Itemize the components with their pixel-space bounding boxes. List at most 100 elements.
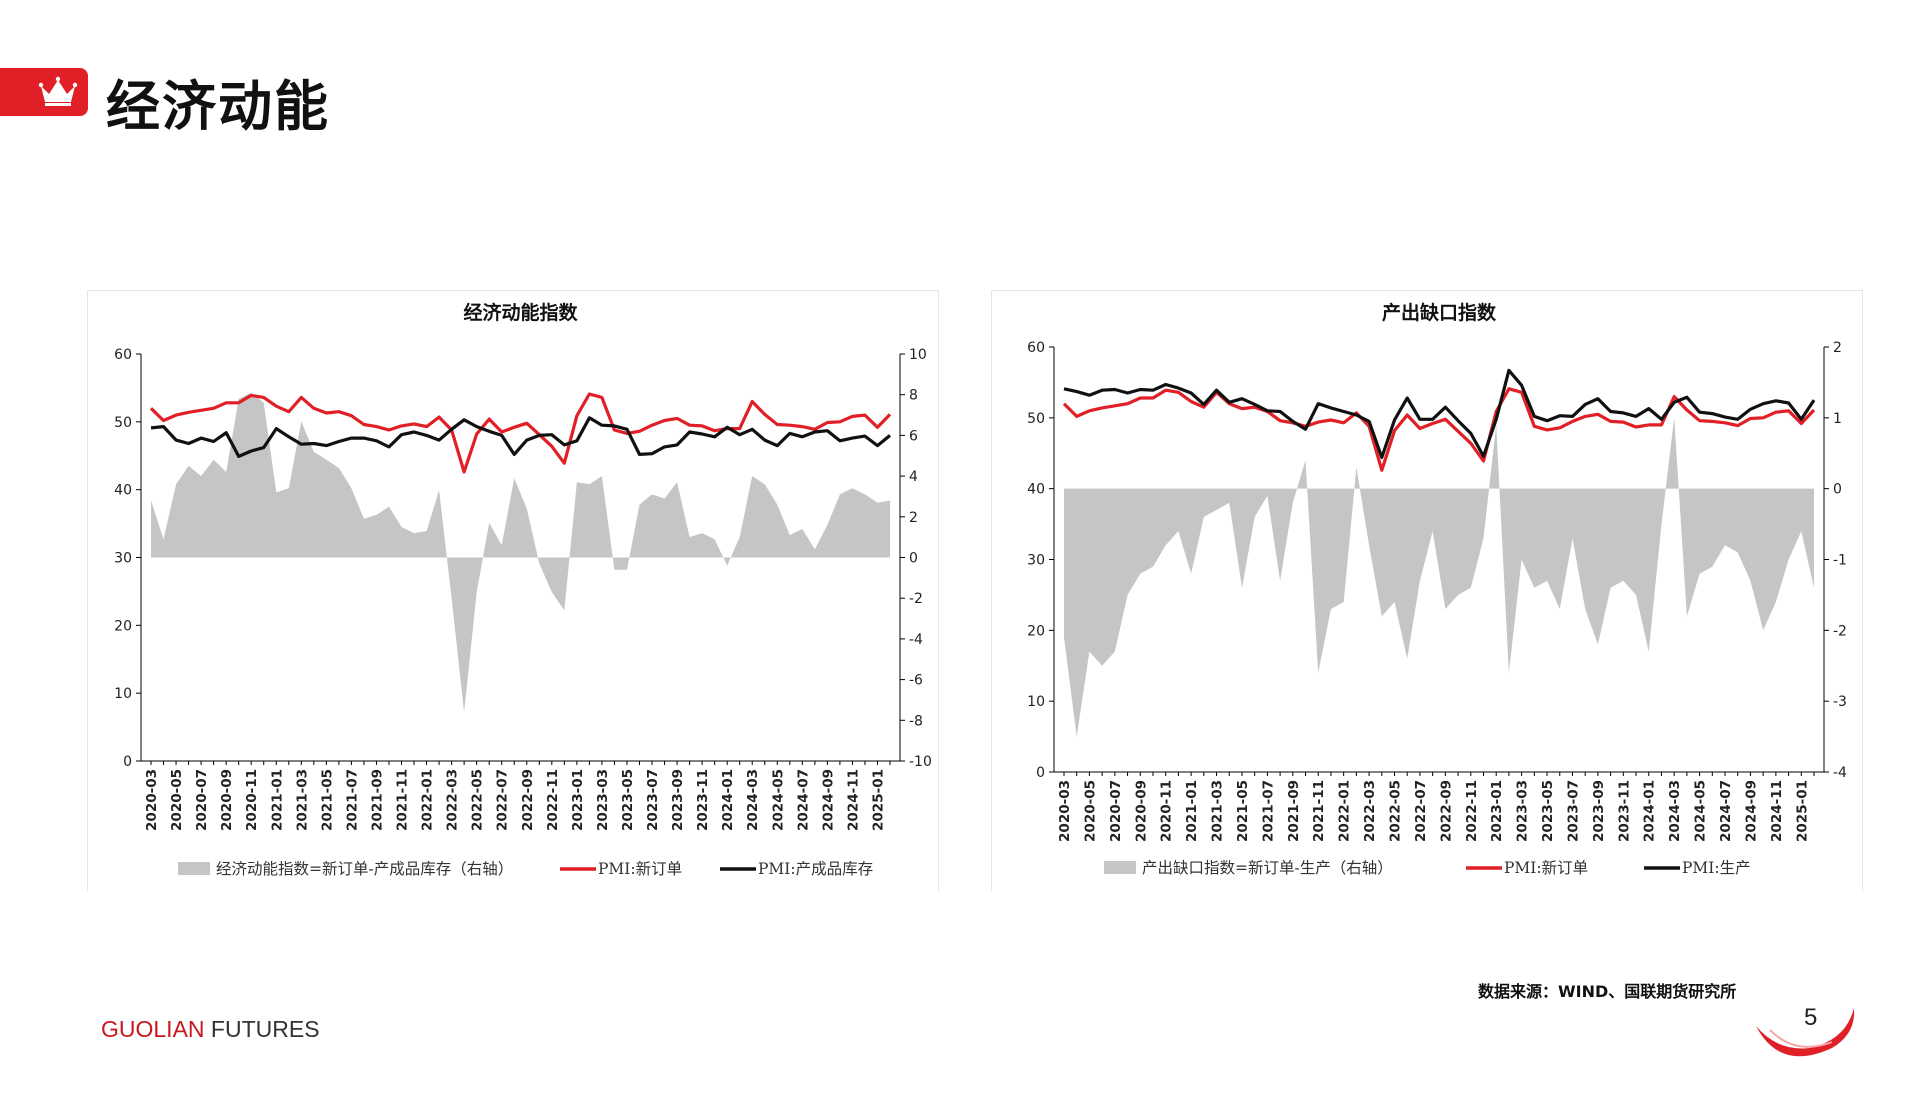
x-tick-label: 2023-03 [1515, 780, 1531, 842]
x-tick-label: 2023-05 [620, 769, 636, 831]
x-tick-label: 2025-01 [1794, 780, 1810, 842]
legend-swatch-area [1104, 861, 1136, 874]
y-tick-label-left: 20 [1027, 623, 1045, 639]
x-tick-label: 2024-05 [770, 769, 786, 831]
x-tick-label: 2023-01 [570, 769, 586, 831]
y-tick-label-left: 30 [114, 551, 132, 567]
x-tick-label: 2024-07 [1718, 780, 1734, 842]
x-tick-label: 2024-09 [1743, 780, 1759, 842]
page-title: 经济动能 [106, 75, 330, 138]
y-tick-label-left: 60 [1027, 340, 1045, 356]
y-tick-label-left: 30 [1027, 553, 1045, 569]
area-series-spread [1064, 417, 1814, 737]
x-tick-label: 2021-01 [269, 769, 285, 831]
x-tick-label: 2021-07 [344, 769, 360, 831]
x-tick-label: 2021-05 [319, 769, 335, 831]
x-tick-label: 2022-07 [1413, 780, 1429, 842]
line-series-second [1063, 368, 1816, 460]
x-tick-label: 2021-11 [395, 769, 411, 831]
y-tick-label-left: 20 [114, 618, 132, 634]
x-tick-label: 2022-01 [420, 769, 436, 831]
x-tick-label: 2024-07 [795, 769, 811, 831]
x-tick-label: 2022-07 [495, 769, 511, 831]
x-tick-label: 2022-11 [545, 769, 561, 831]
legend-label-line: PMI:新订单 [1504, 859, 1588, 877]
y-tick-label-left: 10 [1027, 694, 1045, 710]
x-tick-label: 2022-09 [520, 769, 536, 831]
page-number: 5 [1804, 1004, 1818, 1031]
y-tick-label-right: -10 [909, 754, 932, 770]
x-tick-label: 2020-09 [219, 769, 235, 831]
x-tick-label: 2024-03 [1667, 780, 1683, 842]
y-tick-label-right: 10 [909, 347, 927, 363]
y-tick-label-right: -4 [909, 632, 923, 648]
x-tick-label: 2021-07 [1260, 780, 1276, 842]
x-tick-label: 2024-09 [820, 769, 836, 831]
legend-swatch-area [178, 862, 210, 875]
legend-label-line: PMI:产成品库存 [758, 860, 873, 878]
y-tick-label-right: -2 [1833, 623, 1847, 639]
area-series-spread [151, 392, 890, 713]
x-tick-label: 2023-01 [1489, 780, 1505, 842]
x-tick-label: 2020-03 [1057, 780, 1073, 842]
x-tick-label: 2020-09 [1133, 780, 1149, 842]
x-tick-label: 2022-11 [1464, 780, 1480, 842]
x-tick-label: 2021-11 [1311, 780, 1327, 842]
output-gap-chart: 产出缺口指数 0 10 20 30 40 50 60 -4 -3 -2 -1 0 1 2 2020-03 202… [1027, 301, 1847, 877]
y-tick-label-left: 10 [114, 686, 132, 702]
x-tick-label: 2021-01 [1184, 780, 1200, 842]
x-tick-label: 2022-09 [1438, 780, 1454, 842]
legend-label-line: PMI:新订单 [598, 860, 682, 878]
y-tick-label-right: -4 [1833, 765, 1847, 781]
x-tick-label: 2021-09 [1286, 780, 1302, 842]
y-tick-label-right: 6 [909, 428, 918, 444]
x-tick-label: 2020-03 [144, 769, 160, 831]
x-tick-label: 2023-07 [1565, 780, 1581, 842]
x-tick-label: 2022-03 [1362, 780, 1378, 842]
chart-title: 经济动能指数 [463, 301, 578, 324]
x-tick-label: 2022-03 [445, 769, 461, 831]
x-tick-label: 2022-05 [470, 769, 486, 831]
y-tick-label-right: 2 [1833, 340, 1842, 356]
x-tick-label: 2021-03 [1210, 780, 1226, 842]
y-tick-label-left: 0 [1036, 765, 1045, 781]
y-tick-label-left: 0 [123, 754, 132, 770]
y-tick-label-left: 40 [1027, 482, 1045, 498]
x-tick-label: 2020-05 [1082, 780, 1098, 842]
chart-panel-left: 经济动能指数 0 10 20 30 40 50 60 -10 -8 -6 -4 -2 0 2 4 6 8 10 202… [87, 290, 939, 891]
y-tick-label-right: 0 [909, 551, 918, 567]
chart-title: 产出缺口指数 [1382, 301, 1497, 324]
x-tick-label: 2022-01 [1337, 780, 1353, 842]
y-tick-label-right: 1 [1833, 411, 1842, 427]
y-tick-label-right: -1 [1833, 553, 1847, 569]
x-tick-label: 2023-09 [670, 769, 686, 831]
line-series-new-orders [1062, 387, 1816, 472]
y-tick-label-right: -6 [909, 673, 923, 689]
x-tick-label: 2024-03 [745, 769, 761, 831]
x-tick-label: 2024-01 [1642, 780, 1658, 842]
x-tick-label: 2025-01 [870, 769, 886, 831]
y-tick-label-left: 40 [114, 483, 132, 499]
y-tick-label-right: 8 [909, 388, 918, 404]
brand-name-red: GUOLIAN [101, 1016, 205, 1042]
line-series-second [150, 416, 892, 458]
crown-icon [38, 76, 78, 106]
page-number-badge: 5 [1750, 990, 1860, 1070]
x-tick-label: 2024-11 [845, 769, 861, 831]
title-accent-bar [0, 68, 88, 116]
x-tick-label: 2023-09 [1591, 780, 1607, 842]
legend-label-area: 产出缺口指数=新订单-生产（右轴） [1142, 859, 1393, 877]
x-tick-label: 2023-07 [645, 769, 661, 831]
y-tick-label-right: -3 [1833, 694, 1847, 710]
page-swoosh-icon [1756, 1008, 1855, 1057]
x-tick-label: 2021-05 [1235, 780, 1251, 842]
x-tick-label: 2020-07 [1108, 780, 1124, 842]
x-tick-label: 2024-01 [720, 769, 736, 831]
data-source-note: 数据来源：WIND、国联期货研究所 [1478, 982, 1737, 1001]
x-tick-label: 2023-05 [1540, 780, 1556, 842]
economic-momentum-chart: 经济动能指数 0 10 20 30 40 50 60 -10 -8 -6 -4 -2 0 2 4 6 8 10 202… [114, 301, 932, 878]
y-tick-label-left: 50 [114, 415, 132, 431]
x-tick-label: 2024-05 [1693, 780, 1709, 842]
y-tick-label-left: 60 [114, 347, 132, 363]
x-tick-label: 2020-11 [1159, 780, 1175, 842]
